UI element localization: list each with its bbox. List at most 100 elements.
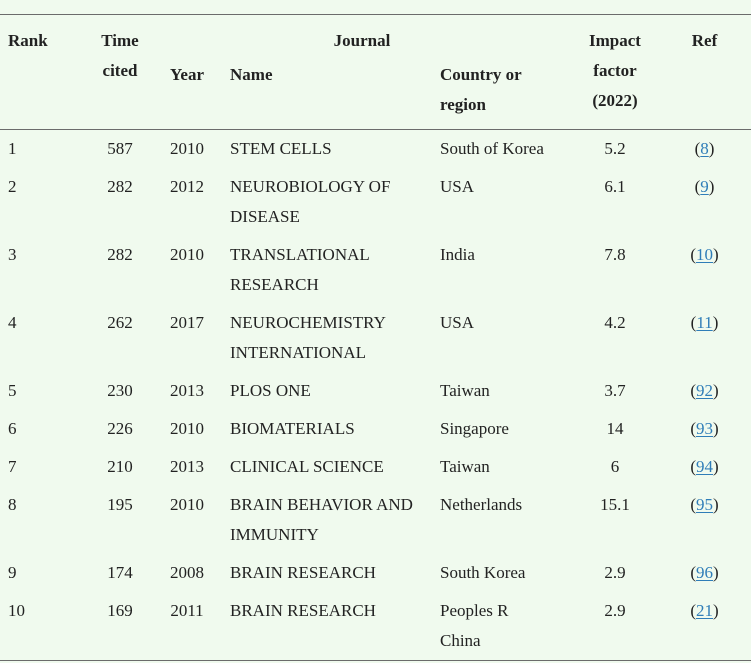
cell-time-cited: 282	[107, 177, 133, 196]
cell-journal-name: CLINICAL SCIENCE	[230, 457, 384, 476]
cell-journal-name: BRAIN BEHAVIOR AND IMMUNITY	[230, 495, 413, 544]
ref-paren-open: (	[690, 495, 697, 514]
table-row: 10 169 2011 BRAIN RESEARCH Peoples R Chi…	[0, 592, 751, 661]
table-row: 8 195 2010 BRAIN BEHAVIOR AND IMMUNITY N…	[0, 486, 751, 554]
cell-country: USA	[440, 177, 475, 196]
header-time-cited: Time cited	[101, 31, 139, 80]
cell-ref: (94)	[658, 448, 751, 486]
table-row: 2 282 2012 NEUROBIOLOGY OF DISEASE USA 6…	[0, 168, 751, 236]
header-journal: Journal	[333, 31, 391, 50]
ref-link[interactable]: 95	[696, 495, 714, 514]
ref-paren-open: (	[690, 457, 697, 476]
table-row: 7 210 2013 CLINICAL SCIENCE Taiwan 6 (94…	[0, 448, 751, 486]
cell-year: 2010	[170, 139, 204, 158]
ref-paren-close: )	[712, 313, 719, 332]
ref-paren-close: )	[708, 177, 715, 196]
cell-time-cited: 195	[107, 495, 133, 514]
ref-link[interactable]: 8	[700, 139, 709, 158]
ref-paren-open: (	[694, 139, 701, 158]
ref-link[interactable]: 10	[696, 245, 714, 264]
table-header: Rank Time cited Journal Impact factor (2…	[0, 15, 751, 130]
cell-country: South of Korea	[440, 139, 544, 158]
ref-paren-close: )	[713, 601, 719, 620]
cell-journal-name: STEM CELLS	[230, 139, 332, 158]
ref-paren-open: (	[690, 313, 697, 332]
cell-rank: 7	[8, 457, 17, 476]
cell-ref: (92)	[658, 372, 751, 410]
table-row: 9 174 2008 BRAIN RESEARCH South Korea 2.…	[0, 554, 751, 592]
cell-time-cited: 262	[107, 313, 133, 332]
header-ref: Ref	[691, 31, 718, 50]
cell-impact-factor: 2.9	[604, 563, 626, 582]
cell-country: South Korea	[440, 563, 526, 582]
cell-country: Taiwan	[440, 457, 490, 476]
cell-rank: 6	[8, 419, 17, 438]
cell-ref: (93)	[658, 410, 751, 448]
ref-link[interactable]: 21	[696, 601, 714, 620]
cell-rank: 10	[8, 601, 25, 620]
table-row: 3 282 2010 TRANSLATIONAL RESEARCH India …	[0, 236, 751, 304]
cell-impact-factor: 14	[606, 419, 624, 438]
cell-year: 2017	[170, 313, 204, 332]
cell-journal-name: NEUROBIOLOGY OF DISEASE	[230, 177, 391, 226]
cell-time-cited: 587	[107, 139, 133, 158]
cell-rank: 9	[8, 563, 17, 582]
cell-impact-factor: 7.8	[604, 245, 626, 264]
cell-rank: 3	[8, 245, 17, 264]
cell-country: Taiwan	[440, 381, 490, 400]
ref-paren-close: )	[708, 139, 715, 158]
cell-country: India	[440, 245, 475, 264]
ref-link[interactable]: 96	[696, 563, 714, 582]
cell-time-cited: 210	[107, 457, 133, 476]
ref-paren-close: )	[713, 245, 719, 264]
cell-country: Netherlands	[440, 495, 523, 514]
cell-impact-factor: 6	[610, 457, 620, 476]
ref-paren-open: (	[690, 419, 697, 438]
header-country: Country or region	[440, 65, 522, 114]
ref-paren-close: )	[713, 563, 719, 582]
cell-time-cited: 174	[107, 563, 133, 582]
table-row: 6 226 2010 BIOMATERIALS Singapore 14 (93…	[0, 410, 751, 448]
ref-paren-close: )	[713, 495, 719, 514]
cell-rank: 1	[8, 139, 17, 158]
ref-link[interactable]: 94	[696, 457, 714, 476]
cell-year: 2013	[170, 457, 204, 476]
cell-rank: 4	[8, 313, 17, 332]
ref-link[interactable]: 92	[696, 381, 714, 400]
cell-rank: 5	[8, 381, 17, 400]
cell-year: 2010	[170, 419, 204, 438]
cell-impact-factor: 2.9	[604, 601, 626, 620]
cell-rank: 2	[8, 177, 17, 196]
cell-impact-factor: 3.7	[604, 381, 626, 400]
header-name: Name	[230, 65, 273, 84]
cell-journal-name: BIOMATERIALS	[230, 419, 355, 438]
cell-time-cited: 282	[107, 245, 133, 264]
ref-link[interactable]: 11	[696, 313, 713, 332]
cell-country: Singapore	[440, 419, 509, 438]
ref-link[interactable]: 93	[696, 419, 714, 438]
cell-ref: (21)	[658, 592, 751, 661]
ref-paren-open: (	[694, 177, 701, 196]
ref-link[interactable]: 9	[700, 177, 709, 196]
header-impact-factor: Impact factor (2022)	[589, 31, 641, 110]
cell-impact-factor: 4.2	[604, 313, 626, 332]
cell-impact-factor: 15.1	[600, 495, 630, 514]
ref-paren-open: (	[690, 381, 697, 400]
header-year: Year	[170, 65, 204, 84]
cell-journal-name: PLOS ONE	[230, 381, 311, 400]
top-cited-journals-table: Rank Time cited Journal Impact factor (2…	[0, 14, 751, 661]
cell-impact-factor: 5.2	[604, 139, 626, 158]
header-rank: Rank	[8, 31, 48, 50]
cell-time-cited: 169	[107, 601, 133, 620]
table-row: 5 230 2013 PLOS ONE Taiwan 3.7 (92)	[0, 372, 751, 410]
ref-paren-close: )	[713, 381, 719, 400]
cell-year: 2010	[170, 495, 204, 514]
cell-journal-name: TRANSLATIONAL RESEARCH	[230, 245, 370, 294]
cell-ref: (10)	[658, 236, 751, 304]
cell-year: 2010	[170, 245, 204, 264]
cell-time-cited: 230	[107, 381, 133, 400]
cell-impact-factor: 6.1	[604, 177, 626, 196]
ref-paren-close: )	[713, 419, 719, 438]
cell-ref: (9)	[658, 168, 751, 236]
